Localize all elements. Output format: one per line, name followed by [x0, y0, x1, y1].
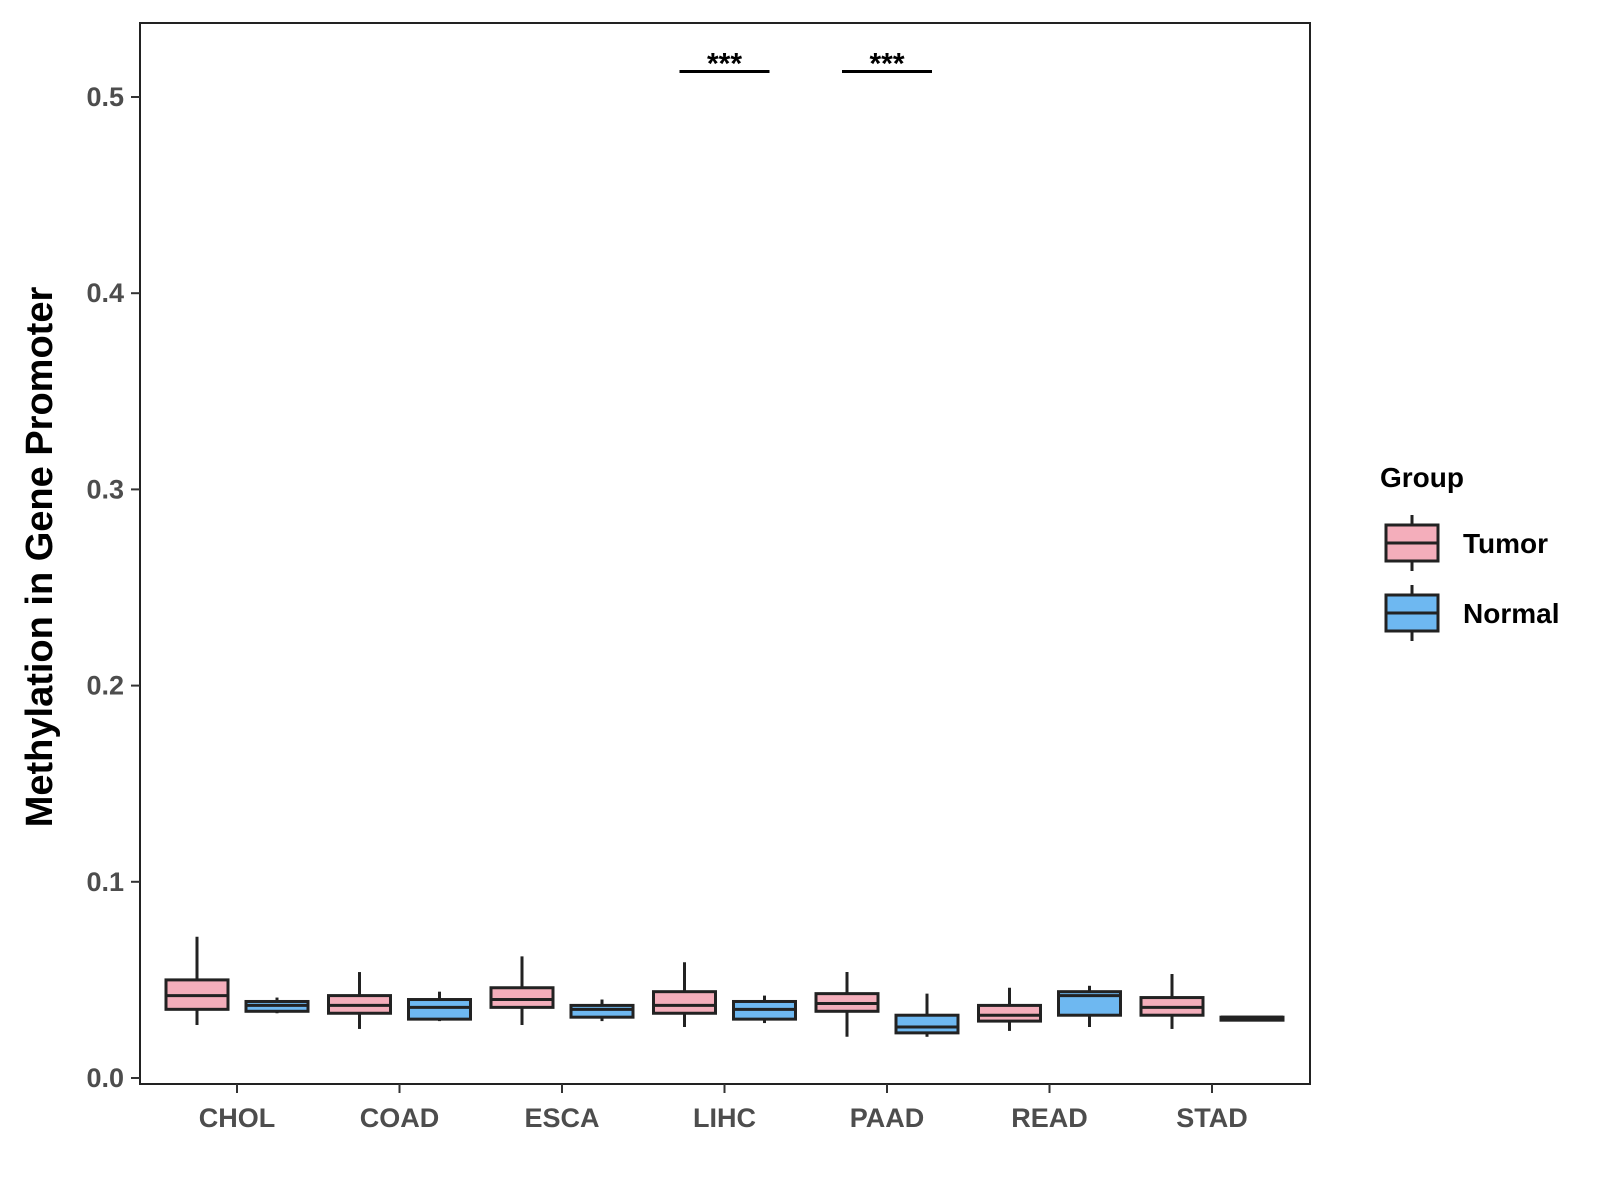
box-body — [407, 998, 472, 1021]
box-normal-chol — [244, 997, 310, 1014]
y-tick-label: 0.2 — [86, 671, 124, 701]
box-body — [489, 986, 555, 1009]
y-tick-label: 0.4 — [86, 278, 124, 308]
x-tick-label-chol: CHOL — [199, 1103, 276, 1133]
plot-panel — [139, 22, 1311, 1085]
legend: Group Tumor Normal — [1380, 462, 1559, 641]
box-normal-paad — [894, 993, 960, 1037]
significance-stars: *** — [869, 47, 904, 80]
box-normal-read — [1057, 985, 1122, 1027]
box-normal-stad — [1219, 1015, 1285, 1022]
x-tick-label-esca: ESCA — [524, 1103, 599, 1133]
box-body — [1057, 990, 1122, 1017]
box-normal-esca — [569, 999, 635, 1022]
legend-title: Group — [1380, 462, 1464, 493]
box-tumor-lihc — [652, 962, 717, 1027]
x-tick-label-paad: PAAD — [850, 1103, 925, 1133]
box-tumor-read — [977, 987, 1042, 1031]
legend-entry-normal: Normal — [1384, 585, 1559, 641]
box-tumor-coad — [327, 972, 392, 1029]
box-body — [569, 1003, 635, 1019]
legend-label-tumor: Tumor — [1463, 528, 1548, 559]
box-body — [977, 1003, 1042, 1023]
legend-entry-tumor: Tumor — [1384, 515, 1548, 571]
x-tick-label-stad: STAD — [1176, 1103, 1248, 1133]
x-tick-label-lihc: LIHC — [693, 1103, 756, 1133]
y-tick-label: 0.0 — [86, 1063, 124, 1093]
box-normal-lihc — [732, 995, 797, 1024]
box-tumor-paad — [814, 972, 880, 1037]
x-tick-label-read: READ — [1011, 1103, 1088, 1133]
box-tumor-stad — [1139, 974, 1205, 1029]
box-body — [894, 1013, 960, 1035]
significance-paad: *** — [842, 47, 932, 80]
y-tick-label: 0.3 — [86, 474, 124, 504]
box-normal-coad — [407, 991, 472, 1022]
y-tick-label: 0.1 — [86, 867, 124, 897]
box-body — [652, 990, 717, 1015]
x-tick-label-coad: COAD — [360, 1103, 440, 1133]
box-tumor-chol — [164, 936, 230, 1026]
box-tumor-esca — [489, 956, 555, 1026]
significance-stars: *** — [707, 47, 742, 80]
legend-label-normal: Normal — [1463, 598, 1559, 629]
y-tick-label: 0.5 — [86, 82, 124, 112]
y-axis-title: Methylation in Gene Promoter — [19, 287, 61, 828]
significance-lihc: *** — [679, 47, 770, 80]
